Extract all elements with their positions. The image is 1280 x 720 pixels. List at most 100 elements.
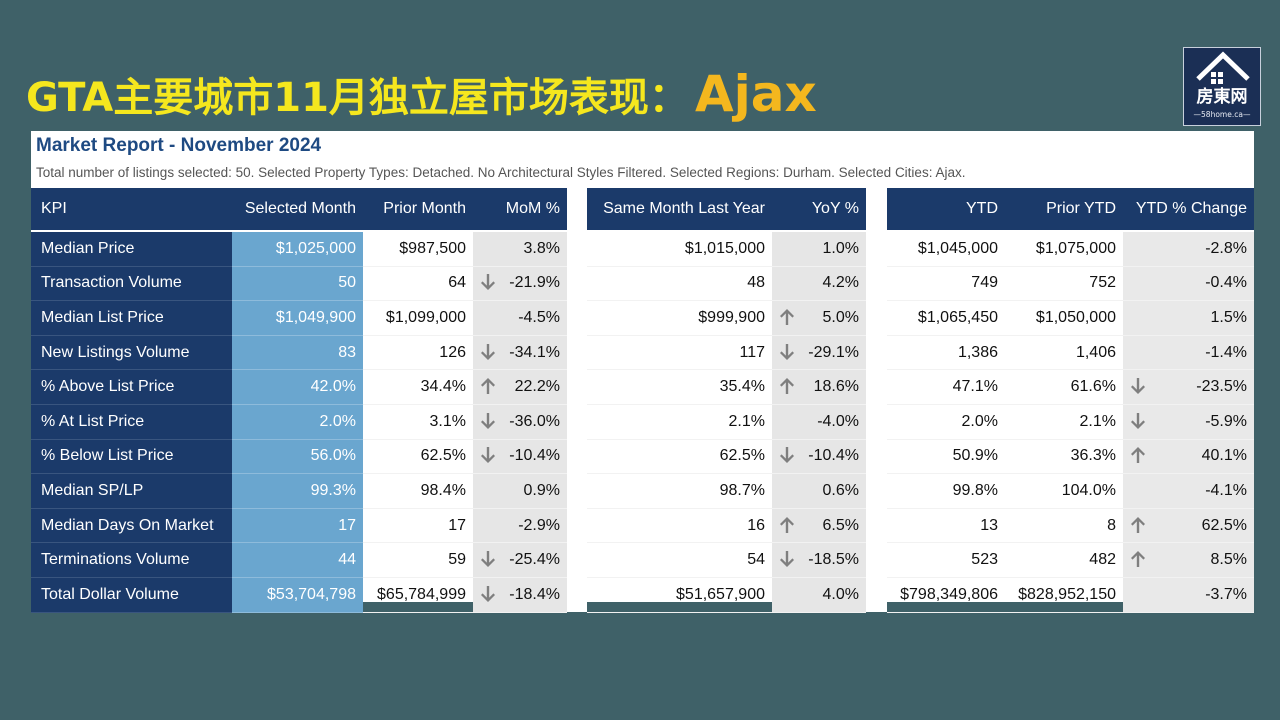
table-row: Median SP/LP 99.3% 98.4% 0.9% 98.7% 0.6% 99.8%… bbox=[31, 473, 1254, 509]
ytd-cell: $798,349,806 bbox=[887, 577, 1005, 613]
col-header-ytd-change[interactable]: YTD % Change bbox=[1123, 188, 1254, 232]
ytd-change-cell-value: -3.7% bbox=[1205, 585, 1247, 603]
mom-cell: 22.2% bbox=[473, 369, 567, 405]
table-row: Median Days On Market 17 17 -2.9% 16 6.5% 13 8 6… bbox=[31, 508, 1254, 544]
column-gap bbox=[866, 439, 887, 474]
ytd-change-cell: 8.5% bbox=[1123, 542, 1254, 578]
mom-cell: -2.9% bbox=[473, 508, 567, 544]
ytd-change-cell-value: -4.1% bbox=[1205, 481, 1247, 499]
ytd-cell: $1,065,450 bbox=[887, 300, 1005, 336]
prior-month-cell: 126 bbox=[363, 335, 473, 371]
ytd-cell: 749 bbox=[887, 266, 1005, 302]
mom-cell-value: -36.0% bbox=[509, 412, 560, 430]
selected-month-cell: $1,025,000 bbox=[232, 231, 363, 267]
prior-ytd-cell: 482 bbox=[1005, 542, 1123, 578]
same-month-last-year-cell: 16 bbox=[587, 508, 772, 544]
column-gap bbox=[567, 335, 587, 370]
col-header-selected-month[interactable]: Selected Month bbox=[232, 188, 363, 232]
mom-cell: -25.4% bbox=[473, 542, 567, 578]
ytd-change-cell-value: 8.5% bbox=[1210, 551, 1247, 569]
kpi-name-cell: Median List Price bbox=[31, 300, 232, 336]
kpi-name-cell: New Listings Volume bbox=[31, 335, 232, 371]
kpi-name-cell: Median SP/LP bbox=[31, 473, 232, 509]
same-month-last-year-cell: $999,900 bbox=[587, 300, 772, 336]
prior-ytd-cell: 36.3% bbox=[1005, 439, 1123, 475]
ytd-change-cell-value: 1.5% bbox=[1210, 308, 1247, 326]
mom-cell-value: -34.1% bbox=[509, 343, 560, 361]
prior-month-cell: 17 bbox=[363, 508, 473, 544]
col-header-prior-ytd[interactable]: Prior YTD bbox=[1005, 188, 1123, 232]
table-row: Terminations Volume 44 59 -25.4% 54 -18.5% 523… bbox=[31, 542, 1254, 578]
yoy-cell: -4.0% bbox=[772, 404, 866, 440]
kpi-name-cell: Total Dollar Volume bbox=[31, 577, 232, 613]
kpi-name-cell: Median Price bbox=[31, 231, 232, 267]
mom-cell: 3.8% bbox=[473, 231, 567, 267]
kpi-table: KPI Selected Month Prior Month MoM % Sam… bbox=[31, 188, 1254, 613]
arrow-down-icon bbox=[480, 446, 498, 466]
prior-month-cell: 64 bbox=[363, 266, 473, 302]
selected-month-cell: $1,049,900 bbox=[232, 300, 363, 336]
ytd-change-cell: -3.7% bbox=[1123, 577, 1254, 613]
table-row: Median List Price $1,049,900 $1,099,000 -4.… bbox=[31, 300, 1254, 336]
col-header-kpi[interactable]: KPI bbox=[31, 188, 232, 232]
yoy-cell: -10.4% bbox=[772, 439, 866, 475]
same-month-last-year-cell: 117 bbox=[587, 335, 772, 371]
yoy-cell: 4.2% bbox=[772, 266, 866, 302]
mom-cell-value: -18.4% bbox=[509, 585, 560, 603]
arrow-down-icon bbox=[779, 343, 797, 363]
arrow-down-icon bbox=[1130, 412, 1148, 432]
column-gap bbox=[567, 266, 587, 301]
column-gap bbox=[866, 300, 887, 336]
col-header-prior-month[interactable]: Prior Month bbox=[363, 188, 473, 232]
mom-cell: 0.9% bbox=[473, 473, 567, 509]
prior-ytd-cell: 2.1% bbox=[1005, 404, 1123, 440]
ytd-change-cell: -1.4% bbox=[1123, 335, 1254, 371]
ytd-cell: 523 bbox=[887, 542, 1005, 578]
brand-logo: 房東网 —58home.ca— bbox=[1183, 47, 1261, 126]
kpi-name-cell: % Below List Price bbox=[31, 439, 232, 475]
yoy-cell: 5.0% bbox=[772, 300, 866, 336]
ytd-change-cell: 1.5% bbox=[1123, 300, 1254, 336]
selected-month-cell: 2.0% bbox=[232, 404, 363, 440]
mom-cell-value: 0.9% bbox=[523, 481, 560, 499]
yoy-cell-value: -10.4% bbox=[808, 447, 859, 465]
selected-month-cell: 42.0% bbox=[232, 369, 363, 405]
city-name: Ajax bbox=[694, 65, 817, 123]
yoy-cell-value: 4.2% bbox=[822, 274, 859, 292]
prior-ytd-cell: $828,952,150 bbox=[1005, 577, 1123, 613]
mom-cell-value: -25.4% bbox=[509, 551, 560, 569]
ytd-cell: 2.0% bbox=[887, 404, 1005, 440]
arrow-down-icon bbox=[779, 550, 797, 570]
column-gap bbox=[567, 577, 587, 613]
selected-month-cell: $53,704,798 bbox=[232, 577, 363, 613]
table-row: % Below List Price 56.0% 62.5% -10.4% 62.5% -… bbox=[31, 439, 1254, 475]
prior-month-cell: 59 bbox=[363, 542, 473, 578]
col-header-same-month-last-year[interactable]: Same Month Last Year bbox=[587, 188, 772, 232]
arrow-down-icon bbox=[779, 446, 797, 466]
yoy-cell-value: -18.5% bbox=[808, 551, 859, 569]
same-month-last-year-cell: 48 bbox=[587, 266, 772, 302]
same-month-last-year-cell: 98.7% bbox=[587, 473, 772, 509]
yoy-cell: 0.6% bbox=[772, 473, 866, 509]
same-month-last-year-cell: 54 bbox=[587, 542, 772, 578]
arrow-up-icon bbox=[779, 308, 797, 328]
col-header-yoy[interactable]: YoY % bbox=[772, 188, 866, 232]
mom-cell-value: -21.9% bbox=[509, 274, 560, 292]
table-row: % At List Price 2.0% 3.1% -36.0% 2.1% -4.0% 2.… bbox=[31, 404, 1254, 440]
column-gap bbox=[567, 369, 587, 405]
column-gap bbox=[567, 231, 587, 267]
col-header-ytd[interactable]: YTD bbox=[887, 188, 1005, 232]
column-gap bbox=[567, 473, 587, 509]
kpi-name-cell: % At List Price bbox=[31, 404, 232, 440]
prior-ytd-cell: $1,050,000 bbox=[1005, 300, 1123, 336]
selected-month-cell: 83 bbox=[232, 335, 363, 371]
prior-ytd-cell: 752 bbox=[1005, 266, 1123, 302]
mom-cell: -18.4% bbox=[473, 577, 567, 613]
column-gap bbox=[567, 300, 587, 336]
column-gap bbox=[866, 188, 887, 231]
arrow-up-icon bbox=[1130, 446, 1148, 466]
prior-ytd-cell: 8 bbox=[1005, 508, 1123, 544]
house-roof-icon bbox=[1196, 51, 1250, 84]
ytd-change-cell: -5.9% bbox=[1123, 404, 1254, 440]
col-header-mom[interactable]: MoM % bbox=[473, 188, 567, 232]
